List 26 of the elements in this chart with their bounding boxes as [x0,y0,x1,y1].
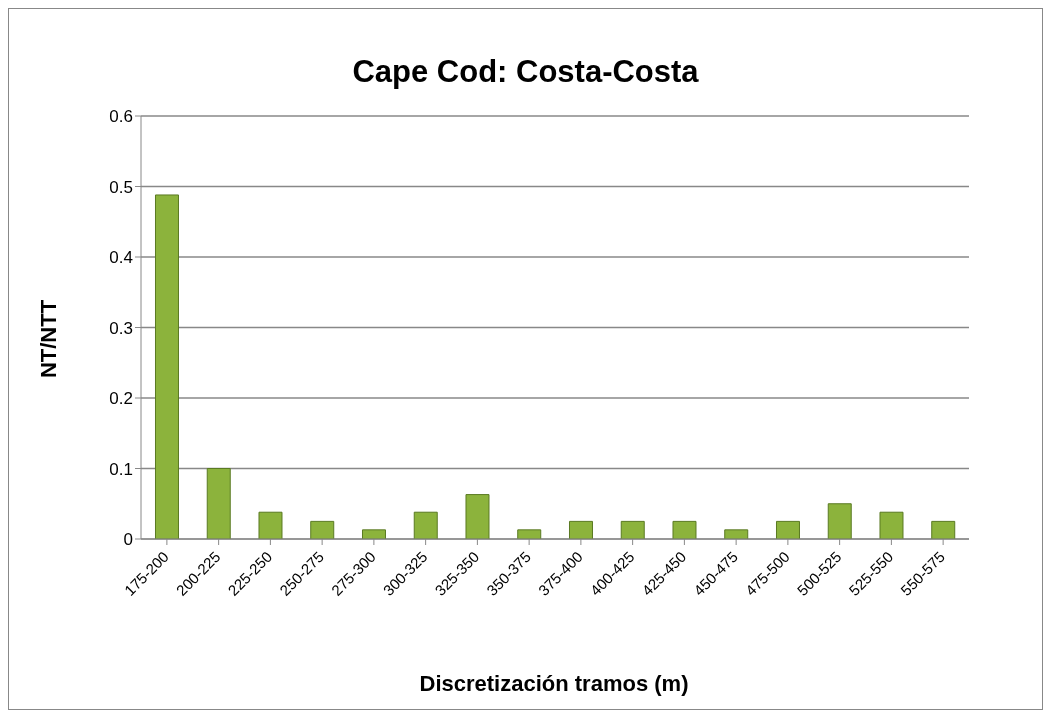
bar [465,494,490,539]
x-axis-title: Discretización tramos (m) [418,671,690,697]
bar [620,520,645,539]
bar [361,529,386,539]
bar [258,511,283,539]
y-tick-label: 0.6 [109,107,133,127]
bar [154,194,179,539]
bar [879,511,904,539]
y-tick-label: 0 [123,530,133,550]
y-tick-label: 0.4 [109,248,133,268]
bar [931,520,956,539]
y-tick-label: 0.3 [109,318,133,338]
bar [413,511,438,539]
chart-title: Cape Cod: Costa-Costa [351,54,700,90]
bar [775,520,800,539]
bar [568,520,593,539]
y-axis-title: NT/NTT [36,299,62,379]
bar [672,520,697,539]
y-tick-label: 0.1 [109,459,133,479]
bar [206,468,231,539]
bar [310,520,335,539]
y-tick-label: 0.5 [109,177,133,197]
bar [827,503,852,539]
bar [724,529,749,539]
y-tick-label: 0.2 [109,389,133,409]
bar [517,529,542,539]
